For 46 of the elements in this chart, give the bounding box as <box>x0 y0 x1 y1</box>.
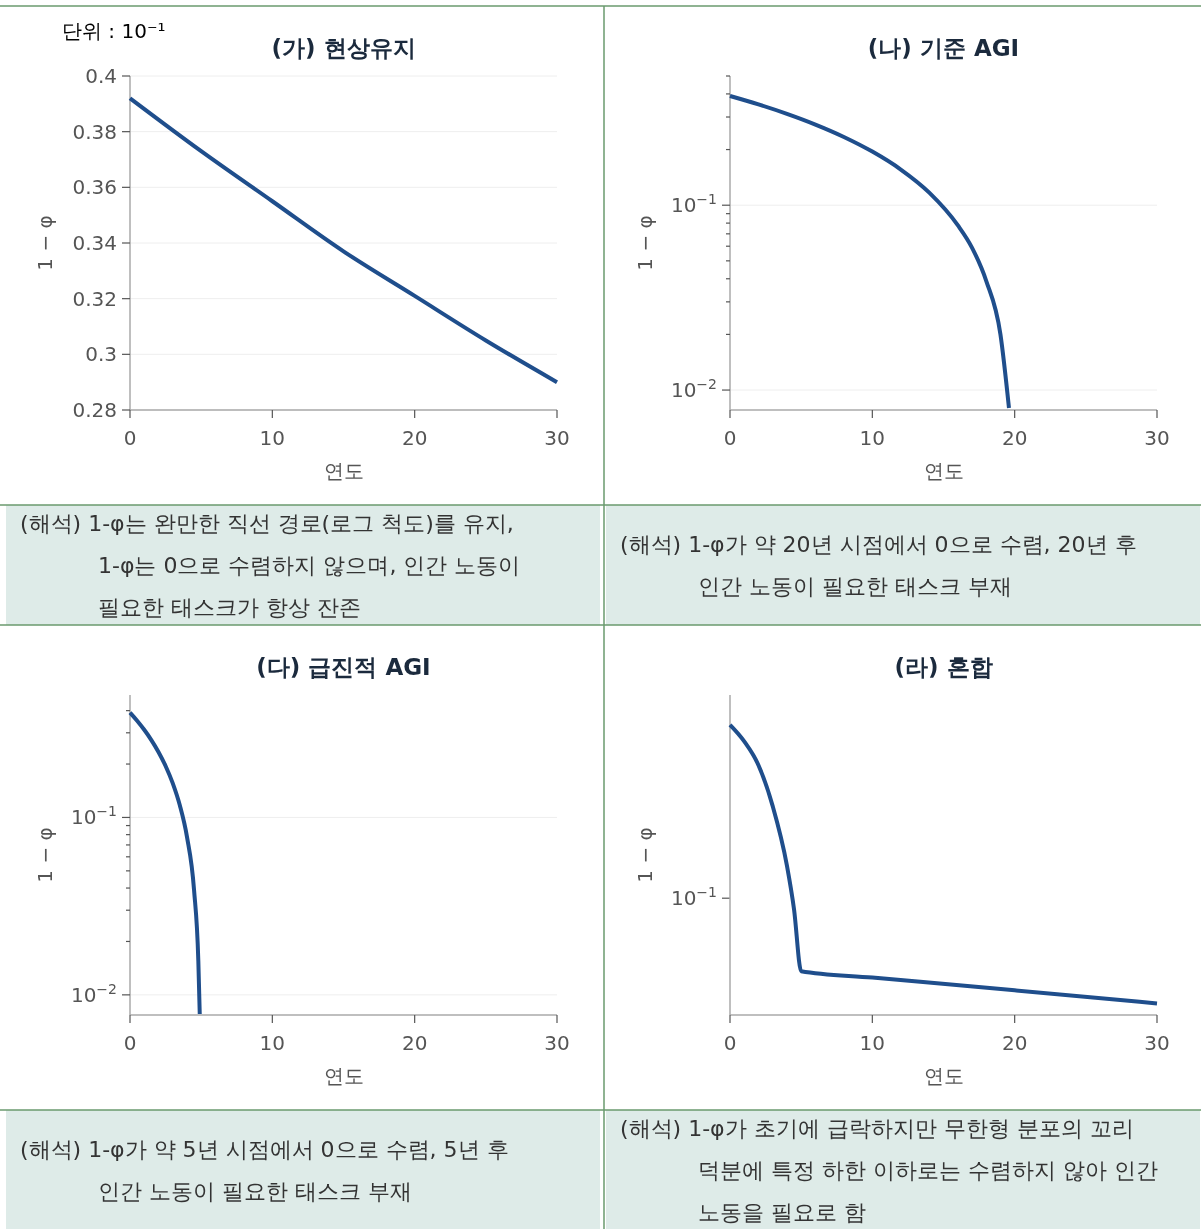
x-tick-label: 30 <box>544 426 570 450</box>
y-axis-title: 1 − φ <box>633 215 657 271</box>
x-tick-label: 0 <box>123 426 137 450</box>
x-tick-label: 20 <box>401 1031 428 1055</box>
chart-title: (다) 급진적 AGI <box>256 654 431 680</box>
y-tick-label: 0.36 <box>72 175 117 200</box>
chart-title: (가) 현상유지 <box>271 35 416 61</box>
y-tick-label: 0.3 <box>85 342 117 367</box>
x-tick-label: 10 <box>259 1031 286 1055</box>
text: (해석) 1-φ가 약 5년 시점에서 0으로 수렴, 5년 후 인간 노동이 필요한 태스크 부재 <box>20 1136 509 1204</box>
y-tick-label: 10$^{−2}$ <box>70 980 117 1007</box>
x-tick-label: 30 <box>1144 426 1170 450</box>
x-tick-label: 20 <box>1001 1031 1028 1055</box>
x-tick-label: 30 <box>544 1031 570 1055</box>
x-tick-label: 20 <box>1001 426 1028 450</box>
y-axis-title: 1 − φ <box>33 827 57 883</box>
x-tick-label: 10 <box>859 1031 886 1055</box>
text: (해석) 1-φ가 초기에 급락하지만 무한형 분포의 꼬리 덕분에 특정 하한 이하로는 수렴하지 않아 인간 노동을 필요로 함 <box>620 1115 1158 1225</box>
x-axis-title: 연도 <box>323 1064 364 1088</box>
y-tick-label: 0.4 <box>85 64 117 88</box>
x-axis-title: 연도 <box>923 1064 964 1088</box>
text: 단위 : 10⁻¹ <box>62 19 166 43</box>
y-tick-label: 10$^{−1}$ <box>70 803 117 830</box>
x-tick-label: 10 <box>259 426 286 450</box>
line-series <box>128 710 202 1017</box>
y-tick-label: 0.28 <box>72 398 117 422</box>
line-series <box>728 93 1011 410</box>
y-tick-label: 0.38 <box>72 119 117 144</box>
y-tick-label: 10$^{−2}$ <box>670 376 717 403</box>
x-tick-label: 30 <box>1144 1031 1170 1055</box>
x-tick-label: 0 <box>123 1031 137 1055</box>
x-tick-label: 0 <box>723 1031 737 1055</box>
x-axis-title: 연도 <box>923 459 964 483</box>
chart-title: (라) 혼합 <box>894 654 993 680</box>
y-tick-label: 0.32 <box>72 286 117 311</box>
y-axis-title: 1 − φ <box>633 827 657 883</box>
text: (해석) 1-φ는 완만한 직선 경로(로그 척도)를 유지, 1-φ는 0으로 수렴하지 않으며, 인간 노동이 필요한 태스크가 항상 잔존 <box>20 511 521 620</box>
y-tick-label: 0.34 <box>72 231 117 255</box>
text: (해석) 1-φ가 약 20년 시점에서 0으로 수렴, 20년 후 인간 노동이 필요한 태스크 부재 <box>620 532 1137 599</box>
chart-title: (나) 기준 AGI <box>867 35 1020 61</box>
x-tick-label: 10 <box>859 426 886 450</box>
x-tick-label: 20 <box>401 426 428 450</box>
x-axis-title: 연도 <box>323 459 364 483</box>
line-series <box>128 96 559 385</box>
y-axis-title: 1 − φ <box>33 215 57 271</box>
x-tick-label: 0 <box>723 426 737 450</box>
